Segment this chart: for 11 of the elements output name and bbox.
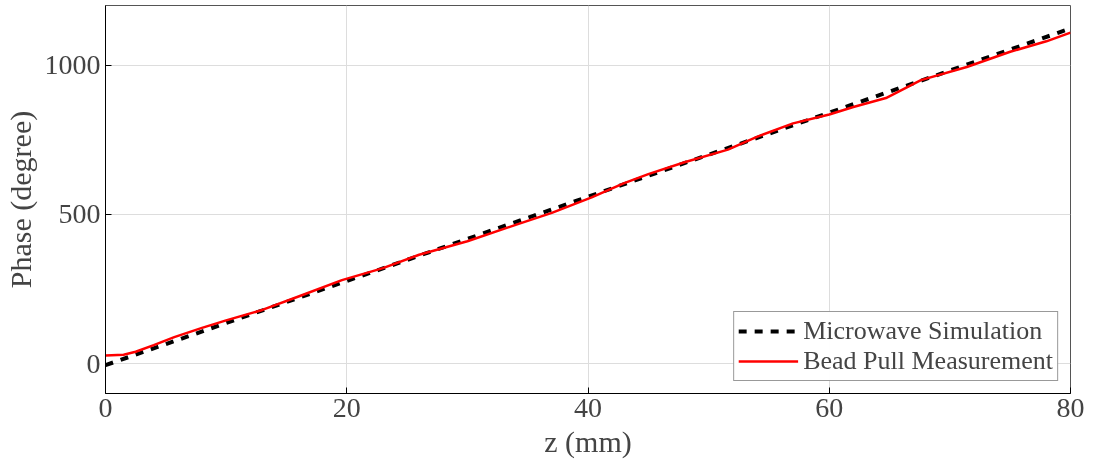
legend-label: Bead Pull Measurement	[803, 346, 1053, 376]
x-tick-label: 20	[332, 391, 361, 423]
legend-label: Microwave Simulation	[803, 316, 1043, 346]
y-tick-label: 1000	[44, 49, 101, 81]
y-tick-label: 0	[86, 347, 101, 379]
y-axis-title: Phase (degree)	[3, 110, 38, 289]
x-tick-label: 80	[1056, 391, 1085, 423]
x-axis-title: z (mm)	[544, 424, 632, 459]
x-tick-label: 60	[815, 391, 844, 423]
x-tick-label: 40	[574, 391, 602, 423]
y-tick-label: 500	[58, 198, 101, 230]
